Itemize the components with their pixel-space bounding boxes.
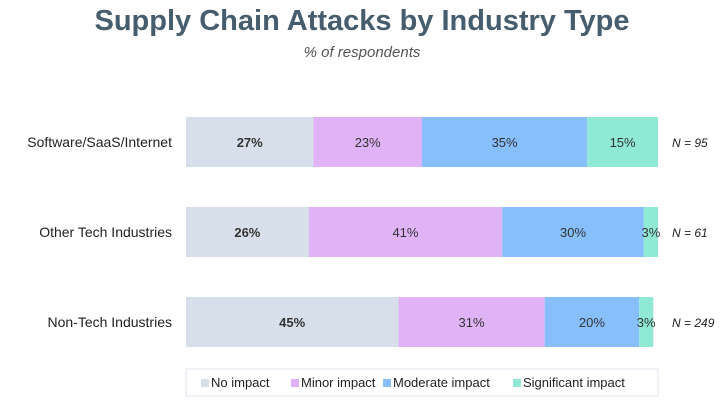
category-label: Non-Tech Industries (47, 314, 172, 330)
data-label: 30% (560, 225, 586, 240)
bar-segment (643, 207, 658, 257)
legend-swatch (383, 379, 391, 387)
bar-segment (422, 117, 588, 167)
bar-segment (544, 297, 640, 347)
bar-segment (502, 207, 644, 257)
data-label: 20% (579, 315, 605, 330)
legend-swatch (513, 379, 521, 387)
data-label: 3% (642, 225, 661, 240)
bar-segment (398, 297, 545, 347)
legend (185, 368, 659, 397)
bar-segment (587, 117, 658, 167)
data-label: 27% (237, 135, 263, 150)
bar-segment (308, 207, 503, 257)
bar-segment (186, 297, 399, 347)
sample-size-label: N = 249 (672, 316, 715, 330)
data-label: 3% (637, 315, 656, 330)
bar-segment (186, 117, 314, 167)
chart-subtitle: % of respondents (304, 44, 421, 61)
chart-title: Supply Chain Attacks by Industry Type (95, 5, 630, 37)
data-label: 45% (279, 315, 305, 330)
data-label: 26% (234, 225, 260, 240)
data-label: 31% (459, 315, 485, 330)
bar-segment (639, 297, 654, 347)
sample-size-label: N = 61 (672, 226, 708, 240)
sample-size-label: N = 95 (672, 136, 708, 150)
data-label: 41% (392, 225, 418, 240)
bar-segment (313, 117, 422, 167)
legend-swatch (201, 379, 209, 387)
data-label: 23% (355, 135, 381, 150)
legend-label: Significant impact (523, 375, 625, 390)
category-label: Other Tech Industries (39, 224, 172, 240)
legend-label: Minor impact (301, 375, 376, 390)
legend-swatch (291, 379, 299, 387)
legend-label: Moderate impact (393, 375, 490, 390)
legend-label: No impact (211, 375, 270, 390)
data-label: 35% (492, 135, 518, 150)
data-label: 15% (610, 135, 636, 150)
bar-segment (186, 207, 309, 257)
category-label: Software/SaaS/Internet (27, 134, 172, 150)
